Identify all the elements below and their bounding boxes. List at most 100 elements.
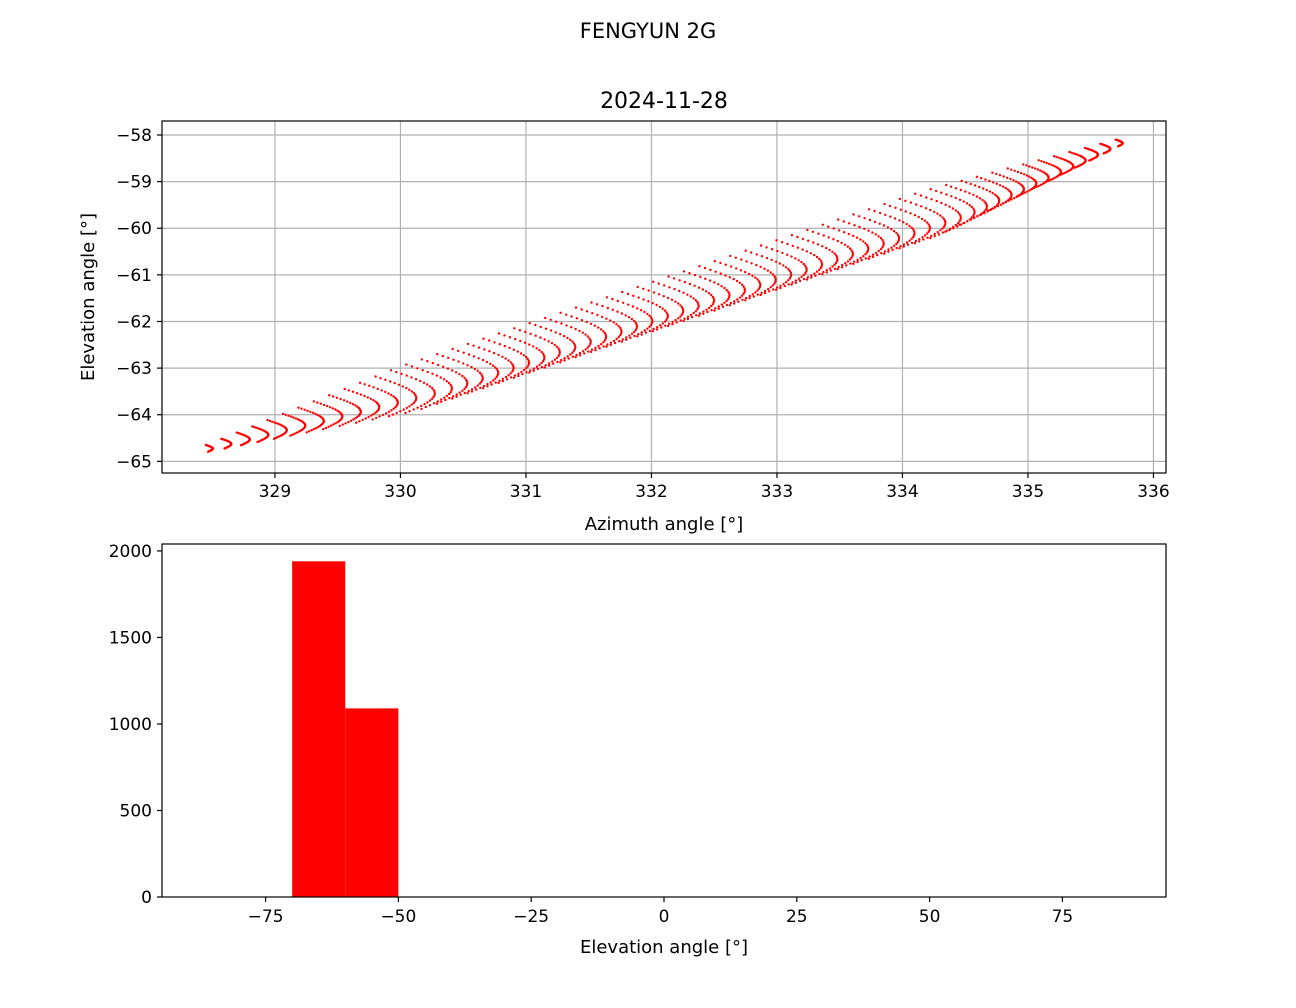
- scatter-point: [602, 330, 605, 333]
- scatter-point: [578, 351, 582, 355]
- scatter-point: [848, 222, 851, 225]
- scatter-point: [785, 280, 788, 284]
- scatter-point: [472, 344, 475, 347]
- scatter-point: [769, 271, 772, 274]
- scatter-point: [719, 261, 722, 265]
- scatter-point: [391, 413, 395, 416]
- scatter-point: [765, 246, 768, 249]
- scatter-point: [624, 314, 627, 317]
- scatter-point: [505, 378, 509, 381]
- scatter-point: [380, 389, 383, 392]
- scatter-point: [588, 344, 591, 347]
- scatter-point: [652, 280, 655, 283]
- scatter-point: [937, 233, 941, 236]
- scatter-point: [649, 316, 653, 319]
- scatter-point: [565, 324, 568, 327]
- scatter-point: [813, 253, 816, 257]
- scatter-point: [865, 251, 869, 254]
- scatter-point: [790, 283, 793, 286]
- scatter-point: [727, 297, 730, 301]
- scatter-point: [820, 261, 823, 264]
- scatter-point: [968, 204, 971, 207]
- scatter-point: [959, 188, 962, 192]
- scatter-point: [578, 354, 582, 357]
- scatter-point: [1052, 155, 1056, 158]
- histogram-y-tick-label: 1000: [109, 715, 152, 735]
- scatter-point: [988, 190, 992, 193]
- scatter-point: [327, 425, 330, 428]
- scatter-point: [1052, 177, 1056, 180]
- scatter-point: [651, 302, 654, 305]
- scatter-point: [717, 305, 720, 308]
- scatter-point: [358, 381, 362, 384]
- scatter-point: [578, 329, 581, 333]
- scatter-point: [613, 341, 617, 345]
- scatter-point: [1050, 163, 1053, 166]
- scatter-point: [432, 402, 436, 405]
- scatter-point: [756, 289, 759, 292]
- scatter-point: [630, 317, 634, 321]
- scatter-point: [697, 286, 701, 289]
- scatter-point: [495, 368, 499, 371]
- scatter-point: [526, 357, 529, 361]
- scatter-point: [563, 359, 566, 362]
- scatter-point: [682, 291, 685, 294]
- scatter-point: [915, 203, 918, 206]
- scatter-point: [846, 245, 849, 248]
- scatter-point: [605, 345, 608, 348]
- scatter-point: [544, 316, 547, 320]
- scatter-point: [436, 353, 439, 356]
- scatter-point: [850, 256, 853, 259]
- scatter-point: [904, 199, 907, 202]
- scatter-point: [1039, 169, 1042, 172]
- scatter-point: [1088, 159, 1091, 162]
- scatter-point: [713, 281, 716, 284]
- scatter-point: [786, 242, 789, 246]
- scatter-point: [943, 219, 947, 223]
- scatter-point: [913, 230, 916, 233]
- scatter-point: [949, 185, 953, 188]
- scatter-point: [842, 220, 845, 223]
- scatter-point: [442, 365, 445, 368]
- scatter-point: [929, 236, 932, 240]
- scatter-point: [661, 307, 664, 310]
- scatter-point: [905, 241, 909, 244]
- scatter-point: [825, 269, 828, 272]
- scatter-point: [1001, 185, 1005, 188]
- scatter-point: [593, 324, 597, 327]
- scatter-x-tick-label: 332: [635, 482, 667, 502]
- scatter-point: [671, 320, 674, 324]
- scatter-point: [876, 253, 879, 257]
- scatter-point: [983, 211, 986, 215]
- scatter-point: [958, 198, 962, 201]
- scatter-point: [882, 252, 886, 255]
- scatter-point: [566, 355, 569, 358]
- scatter-point: [547, 364, 551, 367]
- scatter-point: [714, 307, 717, 310]
- scatter-point: [663, 320, 667, 323]
- scatter-point: [867, 257, 870, 260]
- scatter-point: [837, 218, 840, 221]
- scatter-point: [442, 378, 446, 381]
- scatter-point: [735, 267, 738, 270]
- scatter-point: [574, 346, 577, 349]
- scatter-point: [853, 260, 856, 263]
- scatter-point: [336, 409, 339, 412]
- scatter-point: [933, 235, 936, 238]
- scatter-x-tick-label: 330: [384, 482, 416, 502]
- scatter-point: [414, 378, 418, 381]
- scatter-point: [584, 333, 587, 336]
- scatter-point: [666, 316, 669, 320]
- scatter-point: [815, 255, 819, 259]
- scatter-point: [790, 234, 794, 237]
- scatter-point: [859, 238, 862, 241]
- scatter-point: [554, 331, 557, 334]
- scatter-point: [462, 362, 465, 365]
- scatter-point: [802, 273, 805, 277]
- scatter-point: [745, 296, 748, 300]
- scatter-point: [1017, 181, 1020, 185]
- scatter-point: [575, 353, 578, 357]
- scatter-point: [805, 268, 808, 271]
- scatter-point: [615, 323, 618, 326]
- scatter-point: [480, 380, 483, 384]
